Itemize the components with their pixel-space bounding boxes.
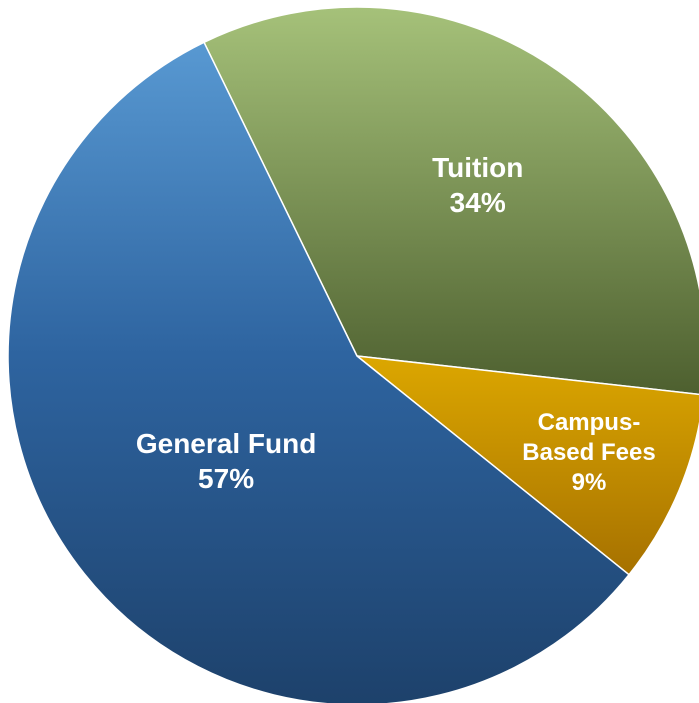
category-name: Campus-Based Fees xyxy=(522,408,656,466)
value-label: 9% xyxy=(571,468,607,496)
value-label: 34% xyxy=(449,186,506,218)
slice-label: Tuition 34% xyxy=(348,150,608,220)
slice-label: Campus-Based Fees 9% xyxy=(519,408,659,498)
value-label: 57% xyxy=(198,462,255,494)
pie-slice xyxy=(203,6,699,396)
category-name: Tuition xyxy=(432,151,524,183)
pie-slice xyxy=(354,354,699,576)
pie-slice xyxy=(7,41,631,703)
slice-label: General Fund 57% xyxy=(96,426,356,496)
category-name: General Fund xyxy=(135,427,317,459)
